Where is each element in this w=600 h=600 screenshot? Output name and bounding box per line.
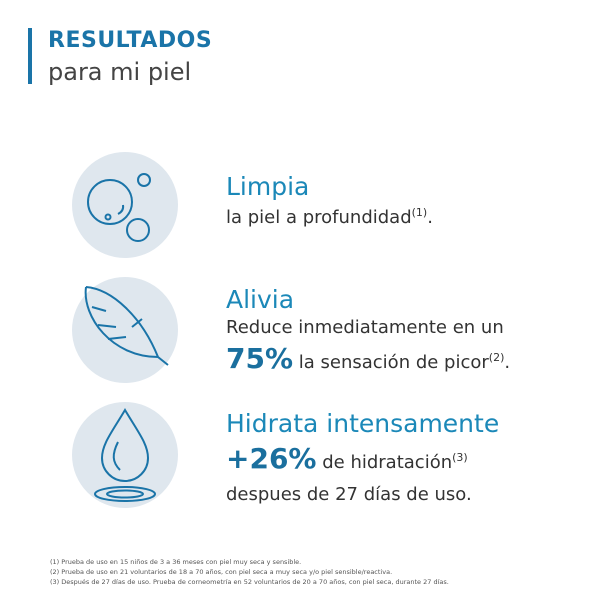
sup: (1) xyxy=(411,206,428,219)
item-text: la piel a profundidad(1). xyxy=(226,206,433,228)
bubbles-icon xyxy=(87,173,151,242)
accent-bar xyxy=(28,28,32,84)
item-text: +26% de hidratación(3) xyxy=(226,442,468,475)
text: la piel a profundidad xyxy=(226,207,412,228)
highlight: 75% xyxy=(226,342,294,375)
heading: Hidrata intensamente xyxy=(226,409,500,438)
item-text: despues de 27 días de uso. xyxy=(226,484,472,505)
icon-bg xyxy=(72,152,178,258)
item-text: 75% la sensación de picor(2). xyxy=(226,342,510,375)
title: RESULTADOS xyxy=(48,28,213,53)
footnote: (1) Prueba de uso en 15 niños de 3 a 36 … xyxy=(50,558,302,566)
item-text: Reduce inmediatamente en un xyxy=(226,317,504,338)
drop-icon xyxy=(94,408,156,502)
sup: (3) xyxy=(452,451,468,464)
tail: . xyxy=(504,352,511,373)
icon-bg xyxy=(72,277,178,383)
heading: Limpia xyxy=(226,172,310,201)
sup: (2) xyxy=(488,351,505,364)
subtitle: para mi piel xyxy=(48,58,192,86)
feather-icon xyxy=(84,286,169,366)
heading: Alivia xyxy=(226,285,295,314)
text: la sensación de picor xyxy=(298,352,489,373)
text: de hidratación xyxy=(322,452,453,473)
footnote: (2) Prueba de uso en 21 voluntarios de 1… xyxy=(50,568,393,576)
footnote: (3) Después de 27 días de uso. Prueba de… xyxy=(50,578,449,586)
highlight: +26% xyxy=(226,442,317,475)
tail: . xyxy=(427,207,433,228)
